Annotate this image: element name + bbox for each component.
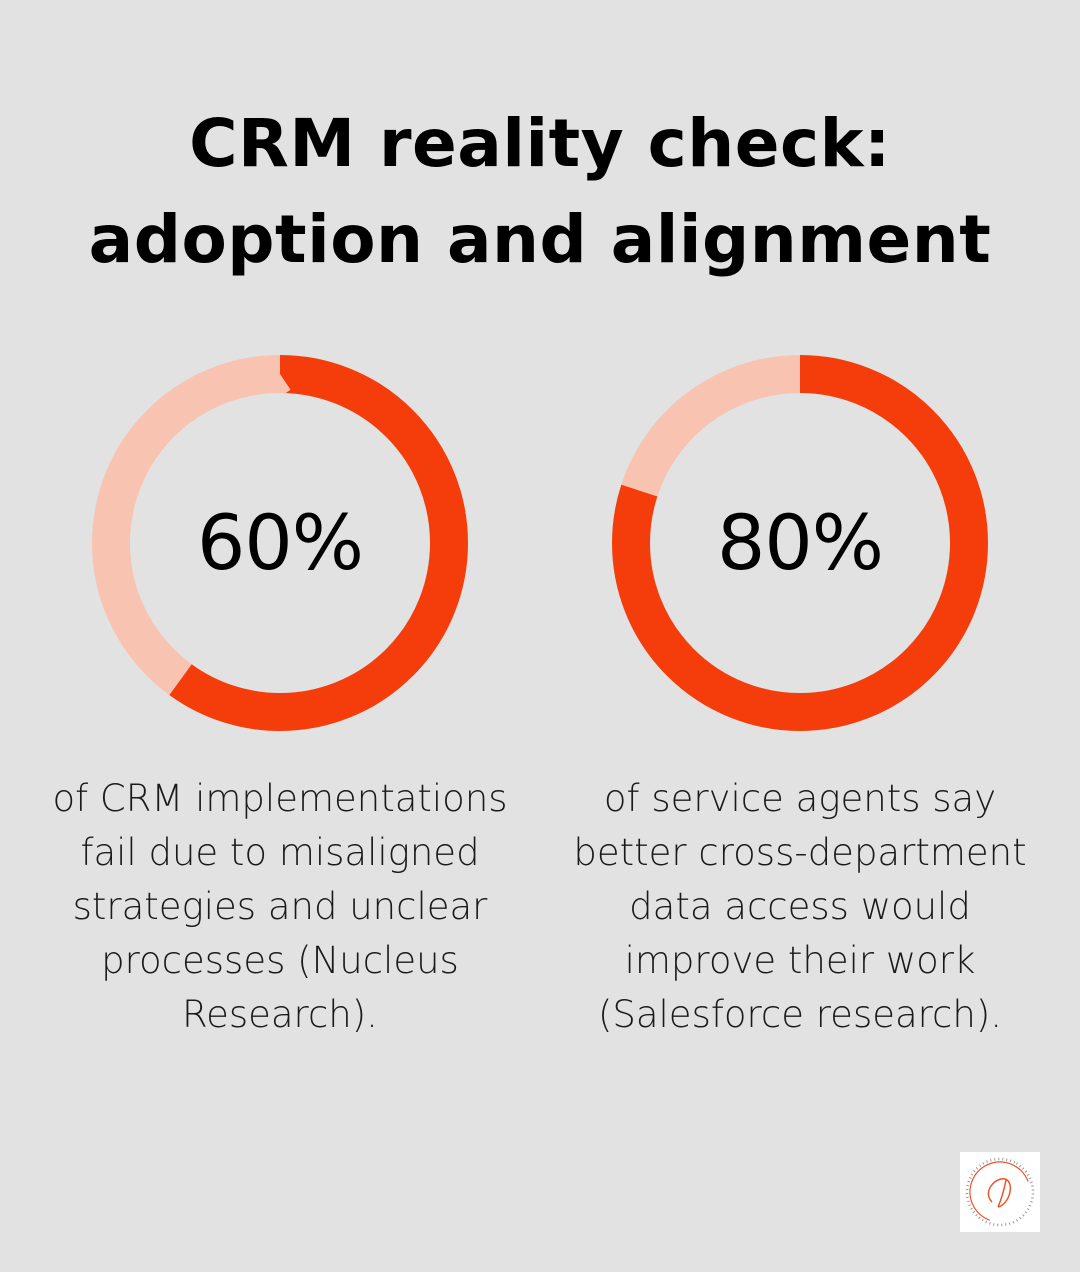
- caption-1: of CRM implementations fail due to misal…: [52, 777, 508, 1036]
- donut-chart-2: 80%: [612, 355, 988, 731]
- percentage-label-2: 80%: [717, 498, 884, 587]
- donut-svg-2: [612, 355, 988, 731]
- caption-2: of service agents say better cross-depar…: [573, 777, 1027, 1036]
- page-title: CRM reality check: adoption and alignmen…: [0, 96, 1080, 288]
- donut-segment-remainder: [92, 355, 468, 731]
- company-logo: [960, 1152, 1040, 1232]
- title-line-2: adoption and alignment: [88, 201, 992, 278]
- donut-svg-1: [92, 355, 468, 731]
- percentage-label-1: 60%: [197, 498, 364, 587]
- donut-segment-remainder: [612, 355, 988, 731]
- donut-chart-1: 60%: [92, 355, 468, 731]
- title-line-1: CRM reality check:: [189, 105, 891, 182]
- logo-icon: [965, 1157, 1035, 1227]
